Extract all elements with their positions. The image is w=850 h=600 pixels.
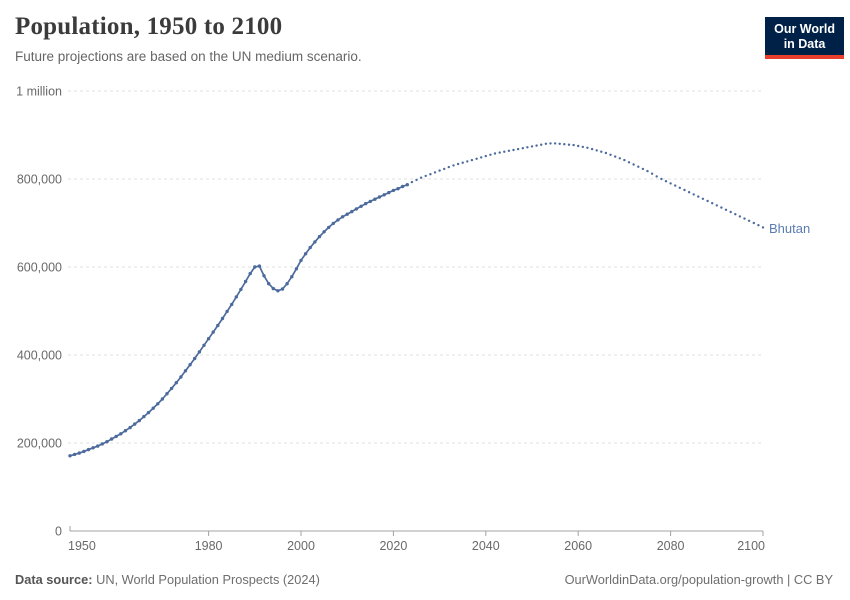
svg-text:2060: 2060	[564, 539, 592, 553]
owid-logo-line2: in Data	[783, 37, 826, 51]
data-source-note: Data source: UN, World Population Prospe…	[15, 572, 320, 587]
owid-logo-line1: Our World	[774, 22, 835, 36]
svg-text:200,000: 200,000	[17, 437, 62, 451]
svg-text:2000: 2000	[287, 539, 315, 553]
svg-text:0: 0	[55, 525, 62, 539]
svg-text:2040: 2040	[472, 539, 500, 553]
svg-text:2080: 2080	[657, 539, 685, 553]
data-source-label: Data source:	[15, 572, 93, 587]
svg-text:1 million: 1 million	[16, 85, 62, 99]
svg-text:2020: 2020	[379, 539, 407, 553]
data-source-text: UN, World Population Prospects (2024)	[92, 572, 320, 587]
chart-header: Population, 1950 to 2100 Future projecti…	[15, 13, 362, 64]
svg-text:800,000: 800,000	[17, 173, 62, 187]
owid-logo: Our World in Data	[765, 17, 844, 59]
series-label-bhutan: Bhutan	[769, 221, 811, 236]
svg-text:400,000: 400,000	[17, 349, 62, 363]
page-title: Population, 1950 to 2100	[15, 13, 283, 40]
credit-link: OurWorldinData.org/population-growth | C…	[564, 572, 833, 587]
chart-footer: Data source: UN, World Population Prospe…	[15, 572, 833, 587]
svg-text:1950: 1950	[68, 539, 96, 553]
svg-text:600,000: 600,000	[17, 261, 62, 275]
chart-subtitle: Future projections are based on the UN m…	[15, 49, 362, 64]
svg-text:1980: 1980	[195, 539, 223, 553]
svg-text:2100: 2100	[737, 539, 765, 553]
